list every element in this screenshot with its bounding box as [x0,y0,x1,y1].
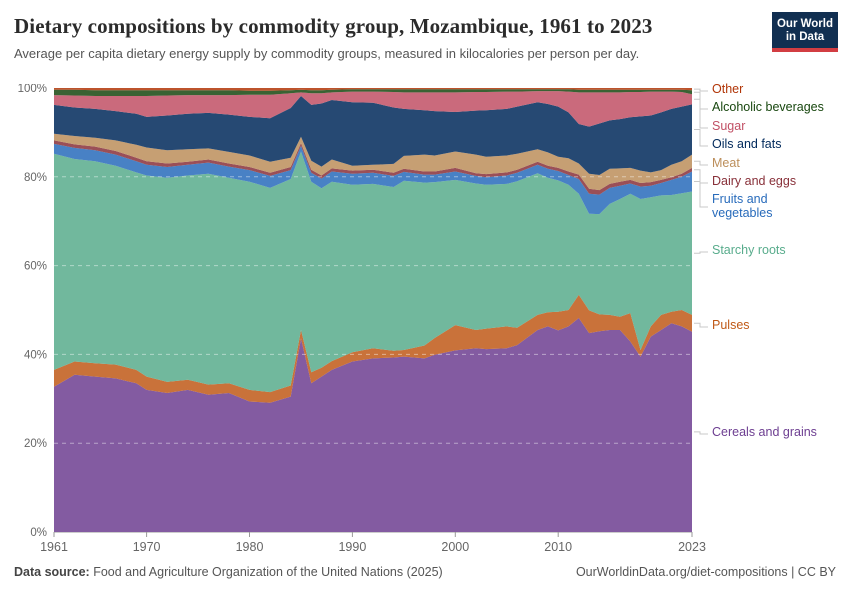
stacked-area-chart: 0% 20% 40% 60% 80% 100% 1961 1970 1980 1990 2000 20… [0,82,850,559]
owid-logo-line2: in Data [785,31,825,43]
x-axis-label: 2010 [544,540,572,554]
area-alcoholic-beverages[interactable] [54,89,692,96]
attribution[interactable]: OurWorldinData.org/diet-compositions | C… [575,565,836,579]
y-axis-label: 100% [18,84,47,95]
x-axis-label: 1990 [338,540,366,554]
legend-connector [694,98,708,129]
legend-connector [694,160,708,166]
legend-item-cereals-and-grains[interactable]: Cereals and grains [712,425,817,439]
y-axis-label: 0% [30,527,47,539]
page-title: Dietary compositions by commodity group,… [14,14,653,38]
area-pulses[interactable] [54,294,692,403]
page-subtitle: Average per capita dietary energy supply… [14,46,640,61]
y-axis-label: 80% [24,172,47,184]
legend-connector [694,169,708,184]
area-meat[interactable] [54,133,692,191]
area-cereals-and-grains[interactable] [54,318,692,532]
y-axis-label: 20% [24,438,47,450]
data-source-text: Food and Agriculture Organization of the… [89,565,443,579]
legend-item-fruits-and-vegetables[interactable]: Fruits and vegetables [712,192,773,220]
area-sugar[interactable] [54,91,692,127]
legend-item-meat[interactable]: Meat [712,156,740,170]
y-axis-label: 60% [24,261,47,273]
chart-canvas[interactable]: 0% 20% 40% 60% 80% 100% 1961 1970 1980 1990 2000 20… [0,84,850,559]
x-axis-label: 2000 [441,540,469,554]
owid-logo[interactable]: Our World in Data [772,12,838,52]
x-axis-label: 1980 [236,540,264,554]
legend-item-alcoholic-beverages[interactable]: Alcoholic beverages [712,100,824,114]
legend-item-oils-and-fats[interactable]: Oils and fats [712,137,782,151]
legend-connector [694,431,708,435]
area-starchy-roots[interactable] [54,151,692,393]
data-source-label: Data source: [14,565,90,579]
legend-connector [694,181,708,208]
chart-header: Dietary compositions by commodity group,… [0,0,850,84]
legend-connector [694,129,708,147]
area-oils-and-fats[interactable] [54,96,692,175]
legend-item-sugar[interactable]: Sugar [712,119,746,133]
legend-item-other[interactable]: Other [712,82,744,96]
x-axis-label: 1961 [40,540,68,554]
legend-item-starchy-roots[interactable]: Starchy roots [712,243,786,257]
legend-connector [694,251,708,254]
y-axis-label: 40% [24,349,47,361]
area-fruits-and-vegetables[interactable] [54,143,692,215]
chart-footer: Data source: Food and Agriculture Organi… [0,559,850,579]
legend-connector [694,91,708,110]
legend-connector [694,88,708,92]
legend-item-dairy-and-eggs[interactable]: Dairy and eggs [712,174,797,188]
legend-connector [694,322,708,328]
owid-logo-line1: Our World [776,18,833,30]
data-source: Data source: Food and Agriculture Organi… [14,565,443,579]
x-axis-label: 2023 [678,540,706,554]
legend-item-pulses[interactable]: Pulses [712,318,750,332]
x-axis-label: 1970 [133,540,161,554]
area-other[interactable] [54,88,692,91]
